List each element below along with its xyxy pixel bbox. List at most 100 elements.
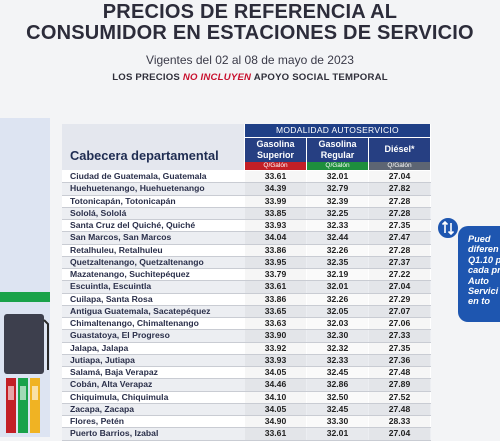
promo-line: cada pr [468,265,500,276]
table-row: Guastatoya, El Progreso 33.90 32.30 27.33 [62,330,431,343]
dept-name: Santa Cruz del Quiché, Quiché [70,220,196,230]
price-diesel: 27.28 [388,195,411,206]
price-diesel: 28.33 [388,416,411,426]
price-regular: 32.19 [326,269,349,279]
dept-name: Ciudad de Guatemala, Guatemala [70,171,207,181]
price-table: Cabecera departamental MODALIDAD AUTOSER… [62,124,431,441]
note-prefix: LOS PRECIOS [112,72,180,83]
price-superior: 34.10 [264,391,287,402]
price-diesel: 27.35 [388,220,411,230]
price-diesel: 27.35 [388,342,411,353]
table-row: San Marcos, San Marcos 34.04 32.44 27.47 [62,232,431,245]
title-line-1: PRECIOS DE REFERENCIA AL [102,1,398,23]
price-diesel: 27.29 [388,293,411,304]
price-diesel: 27.28 [388,207,411,218]
price-regular: 32.05 [326,305,349,316]
price-superior: 33.86 [264,244,287,255]
price-diesel: 27.04 [388,281,411,292]
price-regular: 32.33 [326,354,349,365]
table-row: Zacapa, Zacapa 34.05 32.45 27.48 [62,403,431,416]
promo-panel: Pued diferen Q1.10 p cada pr Auto Servic… [458,226,500,322]
price-regular: 32.26 [326,293,349,304]
unit-diesel: Q/Galón [369,162,430,170]
table-row: Sololá, Sololá 33.85 32.25 27.28 [62,207,431,220]
dept-name: Escuintla, Escuintla [70,281,152,292]
price-superior: 33.90 [264,330,287,341]
price-superior: 33.63 [264,318,287,328]
col-header-regular: Gasolina Regular [307,138,368,162]
dept-name: Jutiapa, Jutiapa [70,354,135,365]
dept-name: Huehuetenango, Huehuetenango [70,183,205,194]
price-regular: 32.39 [326,195,349,206]
price-regular: 32.33 [326,220,349,230]
price-diesel: 27.37 [388,256,411,267]
price-diesel: 27.52 [388,391,411,402]
price-superior: 33.61 [264,281,287,292]
table-row: Retalhuleu, Retalhuleu 33.86 32.26 27.28 [62,245,431,257]
table-row: Escuintla, Escuintla 33.61 32.01 27.04 [62,281,431,294]
price-diesel: 27.82 [388,183,411,194]
unit-superior: Q/Galón [245,162,306,170]
price-regular: 32.45 [326,367,349,377]
cabecera-header: Cabecera departamental [62,124,244,170]
col-header-diesel: Diésel* [369,138,430,162]
table-row: Cobán, Alta Verapaz 34.46 32.86 27.89 [62,379,431,392]
note-emphasis: NO INCLUYEN [182,72,252,83]
dept-name: Cuilapa, Santa Rosa [70,293,153,304]
price-regular: 32.35 [326,256,349,267]
price-superior: 34.05 [264,403,287,414]
table-row: Puerto Barrios, Izabal 33.61 32.01 27.04 [62,428,431,441]
table-body: Ciudad de Guatemala, Guatemala 33.61 32.01… [62,171,431,441]
col-header-superior: Gasolina Superior [245,138,306,162]
price-regular: 32.03 [326,318,349,328]
title-line-2: CONSUMIDOR EN ESTACIONES DE SERVICIO [26,22,474,44]
promo-line: Pued [468,234,491,244]
price-regular: 32.79 [326,183,349,194]
price-diesel: 27.04 [388,428,411,439]
price-regular: 32.30 [326,330,349,341]
dept-name: Sololá, Sololá [70,207,127,218]
table-row: Salamá, Baja Verapaz 34.05 32.45 27.48 [62,367,431,380]
promo-line: en to [468,296,490,307]
dept-name: Chiquimula, Chiquimula [70,391,169,402]
dept-name: Guastatoya, El Progreso [70,330,170,341]
price-regular: 32.45 [326,403,349,414]
promo-line: diferen [468,244,499,255]
price-superior: 34.39 [264,183,287,194]
price-regular: 32.01 [326,171,349,181]
price-superior: 33.65 [264,305,287,316]
dept-name: Flores, Petén [70,416,124,426]
price-regular: 32.26 [326,244,349,255]
dept-name: Cobán, Alta Verapaz [70,379,153,390]
price-superior: 33.93 [264,220,287,230]
dept-name: Jalapa, Jalapa [70,342,129,353]
table-row: Huehuetenango, Huehuetenango 34.39 32.79 27… [62,183,431,196]
promo-line: Q1.10 p [468,254,500,265]
price-regular: 32.44 [326,232,349,243]
dept-name: Antigua Guatemala, Sacatepéquez [70,305,211,316]
price-diesel: 27.28 [388,244,411,255]
price-superior: 34.46 [264,379,287,390]
dept-name: Retalhuleu, Retalhuleu [70,244,163,255]
dept-name: Salamá, Baja Verapaz [70,367,158,377]
price-regular: 32.86 [326,379,349,390]
price-diesel: 27.04 [388,171,411,181]
table-row: Antigua Guatemala, Sacatepéquez 33.65 32.0… [62,305,431,318]
table-row: Flores, Petén 34.90 33.30 28.33 [62,416,431,429]
dept-name: San Marcos, San Marcos [70,232,172,243]
price-superior: 33.92 [264,342,287,353]
price-diesel: 27.47 [388,232,411,243]
dept-name: Totonicapán, Totonicapán [70,195,176,206]
price-superior: 33.79 [264,269,287,279]
table-row: Quetzaltenango, Quetzaltenango 33.95 32.35… [62,256,431,269]
modalidad-header: MODALIDAD AUTOSERVICIO [245,124,430,137]
price-regular: 32.50 [326,391,349,402]
price-superior: 34.05 [264,367,287,377]
price-diesel: 27.07 [388,305,411,316]
price-superior: 33.86 [264,293,287,304]
dept-name: Chimaltenango, Chimaltenango [70,318,199,328]
price-superior: 33.99 [264,195,287,206]
dept-name: Mazatenango, Suchitepéquez [70,269,190,279]
swap-icon [436,216,460,240]
table-row: Jutiapa, Jutiapa 33.93 32.33 27.36 [62,354,431,367]
